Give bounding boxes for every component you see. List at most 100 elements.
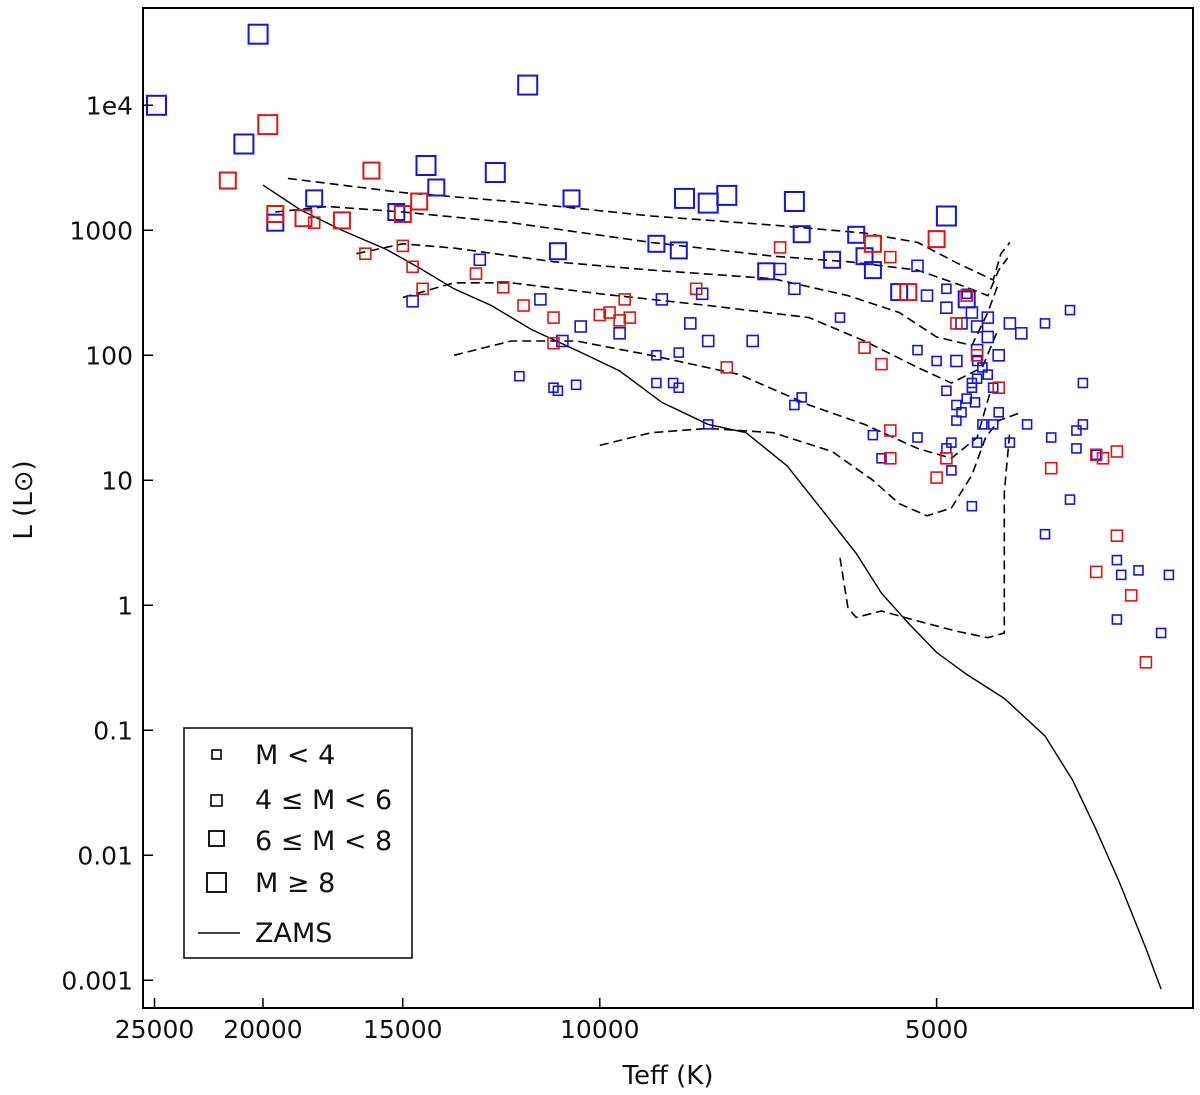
blue-point-50 bbox=[981, 330, 995, 344]
blue-point-80 bbox=[1071, 443, 1082, 454]
track-0 bbox=[287, 177, 1011, 282]
blue-point-90 bbox=[1155, 627, 1167, 639]
red-point-38 bbox=[930, 471, 943, 484]
blue-point-81 bbox=[1090, 449, 1102, 461]
blue-point-15 bbox=[562, 189, 581, 208]
blue-point-110 bbox=[961, 288, 973, 300]
red-point-30 bbox=[547, 336, 560, 350]
red-point-11 bbox=[863, 234, 882, 253]
blue-point-49 bbox=[970, 320, 984, 333]
blue-point-75 bbox=[1004, 437, 1016, 448]
legend-marker-m-lt-4 bbox=[211, 749, 222, 760]
red-point-15 bbox=[960, 289, 974, 302]
blue-point-8 bbox=[697, 192, 719, 214]
blue-point-67 bbox=[966, 377, 978, 389]
legend-label-4-le-m-lt-6: 4 ≤ M < 6 bbox=[255, 785, 392, 816]
blue-point-42 bbox=[556, 334, 569, 348]
blue-point-41 bbox=[534, 293, 547, 306]
y-axis-label: L (L⊙) bbox=[9, 460, 39, 539]
blue-point-46 bbox=[683, 317, 697, 330]
x-tick-label-3: 10000 bbox=[560, 1015, 640, 1044]
red-point-40 bbox=[1044, 461, 1058, 475]
blue-point-17 bbox=[847, 225, 866, 244]
red-point-5 bbox=[332, 211, 351, 230]
x-tick-label-0: 25000 bbox=[115, 1015, 195, 1044]
blue-point-79 bbox=[1077, 419, 1089, 430]
red-point-35 bbox=[883, 424, 897, 437]
red-point-14 bbox=[899, 283, 918, 302]
blue-point-9 bbox=[783, 191, 805, 212]
red-point-41 bbox=[1089, 448, 1103, 462]
y-tick-label-0: 1e4 bbox=[86, 91, 133, 120]
red-point-44 bbox=[1110, 529, 1124, 543]
red-point-6 bbox=[393, 205, 412, 223]
blue-point-31 bbox=[981, 311, 995, 324]
red-point-7 bbox=[410, 192, 429, 211]
blue-point-102 bbox=[789, 399, 800, 411]
blue-point-39 bbox=[574, 320, 588, 333]
red-point-31 bbox=[689, 282, 703, 296]
red-point-46 bbox=[1124, 589, 1138, 602]
legend-box bbox=[183, 727, 413, 959]
y-tick-label-7: 0.001 bbox=[61, 966, 133, 995]
blue-point-100 bbox=[673, 347, 685, 358]
x-axis-label: Teff (K) bbox=[622, 1061, 714, 1091]
blue-point-69 bbox=[982, 369, 994, 380]
blue-point-36 bbox=[746, 334, 760, 348]
blue-point-30 bbox=[965, 306, 979, 319]
blue-point-111 bbox=[941, 283, 952, 295]
red-point-12 bbox=[773, 241, 787, 254]
y-tick-label-4: 1 bbox=[117, 591, 133, 620]
red-point-3 bbox=[266, 205, 285, 223]
blue-point-40 bbox=[613, 326, 626, 340]
legend-label-m-ge-8: M ≥ 8 bbox=[255, 868, 335, 899]
x-tick-label-1: 20000 bbox=[223, 1015, 303, 1044]
red-point-32 bbox=[720, 361, 734, 374]
y-tick-label-5: 0.1 bbox=[93, 716, 133, 745]
blue-point-37 bbox=[473, 253, 487, 267]
red-point-26 bbox=[603, 306, 616, 319]
track-2 bbox=[356, 242, 1000, 347]
plot-frame bbox=[142, 7, 1194, 1009]
blue-point-105 bbox=[876, 452, 887, 464]
legend: M < 4 4 ≤ M < 6 6 ≤ M < 8 M ≥ 8 ZAMS bbox=[183, 727, 413, 959]
blue-point-48 bbox=[911, 259, 924, 273]
red-point-28 bbox=[618, 293, 632, 306]
legend-label-6-le-m-lt-8: 6 ≤ M < 8 bbox=[255, 826, 392, 857]
blue-point-20 bbox=[823, 250, 842, 269]
blue-point-44 bbox=[701, 334, 715, 348]
red-point-33 bbox=[858, 341, 871, 355]
red-point-2 bbox=[362, 161, 381, 180]
blue-point-104 bbox=[867, 429, 879, 441]
blue-point-24 bbox=[548, 242, 567, 261]
legend-marker-4-le-m-lt-6 bbox=[210, 794, 223, 807]
red-point-18 bbox=[883, 250, 897, 264]
blue-point-6 bbox=[674, 187, 695, 209]
data-points bbox=[146, 23, 1175, 669]
x-tick-label-4: 5000 bbox=[905, 1015, 969, 1044]
track-6 bbox=[839, 430, 1011, 639]
blue-point-55 bbox=[1039, 318, 1051, 329]
red-point-43 bbox=[1110, 445, 1124, 458]
blue-point-32 bbox=[950, 354, 963, 368]
blue-point-74 bbox=[993, 406, 1005, 418]
x-axis-ticks: 25000 20000 15000 10000 5000 bbox=[115, 998, 969, 1044]
blue-point-103 bbox=[796, 392, 808, 403]
blue-point-107 bbox=[951, 399, 962, 411]
blue-point-77 bbox=[1045, 432, 1057, 443]
blue-point-65 bbox=[941, 385, 952, 397]
y-tick-label-3: 10 bbox=[101, 466, 133, 495]
blue-point-7 bbox=[716, 184, 738, 206]
blue-point-27 bbox=[920, 289, 934, 302]
blue-point-88 bbox=[1133, 565, 1144, 576]
red-point-47 bbox=[1139, 655, 1153, 669]
blue-point-96 bbox=[651, 377, 662, 389]
red-point-13 bbox=[927, 230, 946, 249]
red-point-20 bbox=[469, 267, 483, 280]
blue-point-91 bbox=[1111, 614, 1123, 625]
red-point-9 bbox=[359, 247, 372, 260]
blue-point-89 bbox=[1163, 569, 1175, 581]
legend-label-m-lt-4: M < 4 bbox=[255, 740, 335, 771]
blue-point-87 bbox=[1115, 569, 1127, 581]
blue-point-66 bbox=[969, 397, 981, 408]
